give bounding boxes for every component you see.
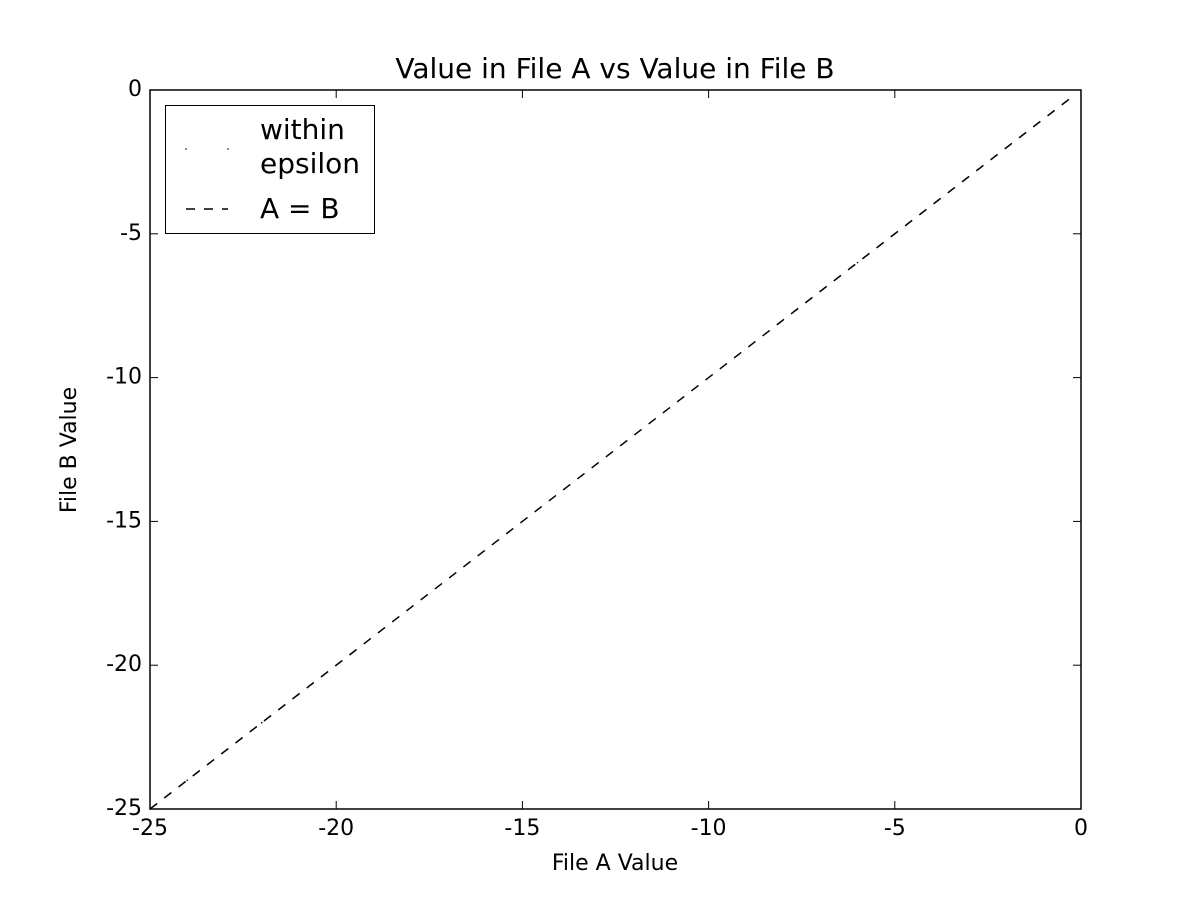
plot-frame xyxy=(149,89,1082,810)
y-tick-label: 0 xyxy=(128,77,142,102)
point xyxy=(856,261,859,264)
legend-marker xyxy=(185,148,187,150)
legend-marker xyxy=(227,148,229,150)
line xyxy=(149,98,1071,810)
y-axis-label: File B Value xyxy=(57,387,82,513)
x-tick-label: -25 xyxy=(132,816,168,841)
y-tick-label: -10 xyxy=(106,365,142,390)
y-tick-label: -5 xyxy=(120,221,142,246)
legend: within epsilon A = B xyxy=(165,105,375,234)
x-tick-label: -10 xyxy=(691,816,727,841)
x-axis-label: File A Value xyxy=(552,851,678,876)
legend-label: within epsilon xyxy=(260,113,361,180)
y-tick-label: -15 xyxy=(106,508,142,533)
x-tick-label: -15 xyxy=(504,816,540,841)
y-tick-label: -25 xyxy=(106,796,142,821)
x-tick-label: -20 xyxy=(318,816,354,841)
point xyxy=(186,779,189,782)
chart-title: Value in File A vs Value in File B xyxy=(395,52,834,85)
y-tick-label: -20 xyxy=(106,652,142,677)
legend-keys xyxy=(185,148,229,210)
point xyxy=(260,721,263,724)
legend-label: A = B xyxy=(260,192,340,225)
x-tick-label: 0 xyxy=(1074,816,1088,841)
x-tick-label: -5 xyxy=(884,816,906,841)
